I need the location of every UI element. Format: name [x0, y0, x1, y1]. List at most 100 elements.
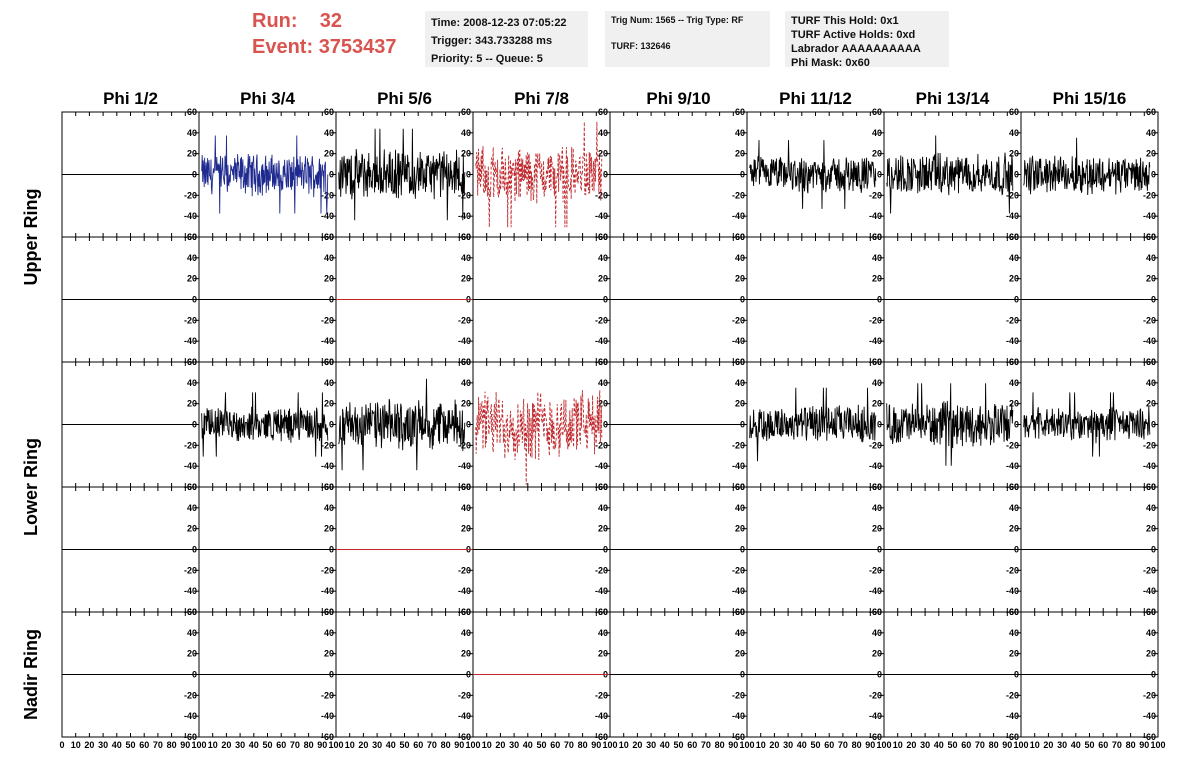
y-tick-label: -40	[184, 211, 197, 221]
x-tick-label: 90	[865, 740, 875, 750]
y-tick-label: 40	[1146, 503, 1156, 513]
column-header: Phi 3/4	[240, 89, 295, 108]
x-tick-label: 90	[454, 740, 464, 750]
x-tick-label: 10	[71, 740, 81, 750]
y-tick-label: -20	[869, 315, 882, 325]
x-tick-label: 100	[739, 740, 754, 750]
y-tick-label: -60	[321, 732, 334, 742]
y-tick-label: 40	[872, 503, 882, 513]
column-header: Phi 9/10	[646, 89, 710, 108]
y-tick-label: 60	[872, 107, 882, 117]
waveform-trace	[201, 392, 329, 457]
x-tick-label: 60	[550, 740, 560, 750]
y-tick-label: 40	[598, 253, 608, 263]
y-tick-label: 40	[872, 628, 882, 638]
x-tick-label: 50	[399, 740, 409, 750]
y-tick-label: 40	[598, 128, 608, 138]
x-tick-label: 60	[961, 740, 971, 750]
y-tick-label: 60	[324, 482, 334, 492]
y-tick-label: 40	[187, 128, 197, 138]
y-tick-label: 40	[735, 378, 745, 388]
y-tick-label: 40	[1146, 628, 1156, 638]
y-tick-label: -40	[732, 711, 745, 721]
y-tick-label: 0	[329, 170, 334, 180]
y-tick-label: 20	[598, 399, 608, 409]
time-text: Time: 2008-12-23 07:05:22	[431, 17, 567, 29]
x-tick-label: 0	[59, 740, 64, 750]
y-tick-label: -20	[1006, 190, 1019, 200]
y-tick-label: -40	[869, 336, 882, 346]
y-tick-label: -20	[184, 690, 197, 700]
y-tick-label: -20	[869, 190, 882, 200]
y-tick-label: 40	[1009, 253, 1019, 263]
x-tick-label: 20	[769, 740, 779, 750]
waveform-trace	[338, 378, 466, 471]
x-tick-label: 10	[482, 740, 492, 750]
y-tick-label: -20	[458, 190, 471, 200]
y-tick-label: 40	[1146, 253, 1156, 263]
x-tick-label: 80	[1126, 740, 1136, 750]
y-tick-label: 60	[187, 607, 197, 617]
y-tick-label: 40	[461, 503, 471, 513]
x-tick-label: 40	[523, 740, 533, 750]
y-tick-label: 40	[598, 503, 608, 513]
y-tick-label: -60	[595, 732, 608, 742]
x-tick-label: 100	[465, 740, 480, 750]
y-tick-label: 60	[1146, 357, 1156, 367]
x-tick-label: 10	[893, 740, 903, 750]
y-tick-label: -40	[1143, 336, 1156, 346]
x-tick-label: 30	[1057, 740, 1067, 750]
y-tick-label: 0	[1151, 420, 1156, 430]
y-tick-label: 60	[324, 232, 334, 242]
y-tick-label: -20	[184, 315, 197, 325]
y-tick-label: -20	[321, 690, 334, 700]
y-tick-label: -20	[458, 565, 471, 575]
y-tick-label: 40	[872, 128, 882, 138]
x-tick-label: 80	[578, 740, 588, 750]
waveform-trace	[749, 387, 877, 462]
x-tick-label: 10	[1030, 740, 1040, 750]
x-tick-label: 20	[221, 740, 231, 750]
column-header: Phi 7/8	[514, 89, 569, 108]
column-header: Phi 13/14	[916, 89, 990, 108]
y-tick-label: -40	[458, 586, 471, 596]
y-tick-label: -20	[1006, 690, 1019, 700]
x-tick-label: 60	[824, 740, 834, 750]
y-tick-label: -40	[458, 211, 471, 221]
y-tick-label: -20	[184, 565, 197, 575]
y-tick-label: -40	[595, 586, 608, 596]
y-tick-label: 20	[1146, 524, 1156, 534]
y-tick-label: 20	[187, 149, 197, 159]
run-value: 32	[319, 10, 343, 32]
y-tick-label: 60	[187, 107, 197, 117]
y-tick-label: 0	[1151, 170, 1156, 180]
y-tick-label: 40	[324, 503, 334, 513]
y-tick-label: -20	[595, 315, 608, 325]
y-tick-label: 60	[1146, 232, 1156, 242]
y-tick-label: 60	[324, 357, 334, 367]
x-tick-label: 50	[810, 740, 820, 750]
y-tick-label: -40	[1143, 211, 1156, 221]
y-tick-label: 20	[324, 149, 334, 159]
y-tick-label: 40	[324, 628, 334, 638]
y-tick-label: -40	[184, 336, 197, 346]
x-tick-label: 40	[249, 740, 259, 750]
y-tick-label: -40	[184, 461, 197, 471]
x-tick-label: 40	[112, 740, 122, 750]
y-tick-label: 40	[324, 378, 334, 388]
turf-text: TURF: 132646	[611, 41, 671, 51]
y-tick-label: 0	[877, 170, 882, 180]
y-tick-label: -60	[1006, 732, 1019, 742]
y-tick-label: 40	[324, 128, 334, 138]
y-tick-label: 40	[1146, 378, 1156, 388]
y-tick-label: 20	[1009, 649, 1019, 659]
y-tick-label: -40	[321, 711, 334, 721]
y-tick-label: -20	[458, 690, 471, 700]
y-tick-label: -40	[1006, 211, 1019, 221]
y-tick-label: -60	[1143, 732, 1156, 742]
y-tick-label: -40	[321, 336, 334, 346]
x-tick-label: 10	[208, 740, 218, 750]
y-tick-label: -40	[458, 336, 471, 346]
x-tick-label: 80	[304, 740, 314, 750]
x-tick-label: 30	[783, 740, 793, 750]
